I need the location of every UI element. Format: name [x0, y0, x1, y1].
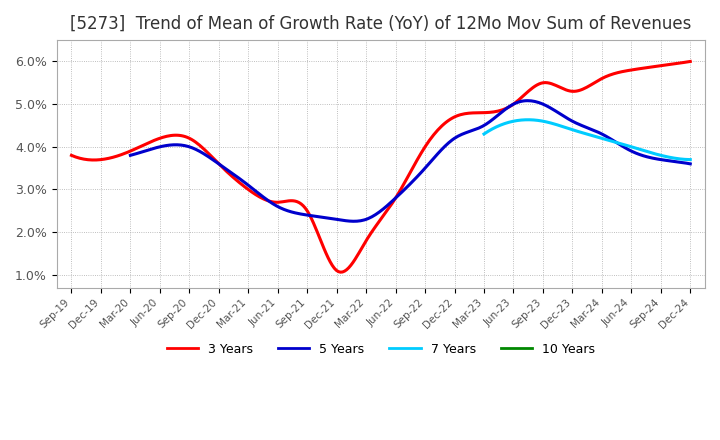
Title: [5273]  Trend of Mean of Growth Rate (YoY) of 12Mo Mov Sum of Revenues: [5273] Trend of Mean of Growth Rate (YoY…: [70, 15, 691, 33]
Legend: 3 Years, 5 Years, 7 Years, 10 Years: 3 Years, 5 Years, 7 Years, 10 Years: [162, 337, 600, 361]
